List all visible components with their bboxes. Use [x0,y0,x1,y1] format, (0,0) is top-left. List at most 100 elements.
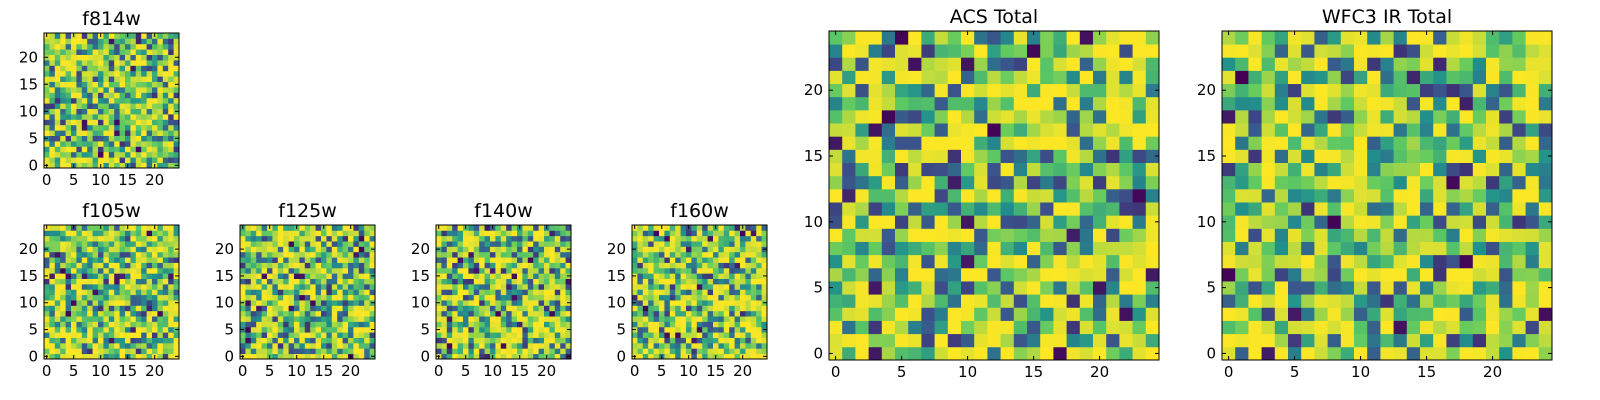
heatmap-cell [108,119,115,126]
heatmap-cell [103,251,110,258]
heatmap-cell [987,215,1001,229]
heatmap-cell [71,54,77,61]
heatmap-cell [240,257,246,263]
heatmap-cell [130,157,137,163]
heatmap-cell [961,254,975,269]
heatmap-cell [1274,109,1289,124]
heatmap-cell [173,251,180,258]
heatmap-cell [517,246,523,253]
heatmap-cell [1486,188,1500,203]
heatmap-cell [881,109,896,124]
heatmap-cell [740,348,746,355]
heatmap-cell [713,257,719,263]
heatmap-cell [304,342,311,349]
heatmap-cell [173,87,180,93]
heatmap-cell [130,108,137,115]
heatmap-cell [740,251,746,258]
heatmap-cell [1525,123,1540,137]
heatmap-cell [908,294,922,308]
heatmap-cell [369,289,376,296]
heatmap-cell [250,225,257,231]
heatmap-cell [490,342,496,349]
heatmap-cell [473,257,480,263]
heatmap-cell [538,310,545,317]
heatmap-cell [65,262,72,269]
heatmap-cell [92,38,99,45]
heatmap-cell [81,326,88,333]
heatmap-cell [696,262,703,269]
heatmap-cell [353,305,360,312]
heatmap-cell [881,149,896,163]
heatmap-cell [1222,333,1236,348]
heatmap-cell [632,310,638,317]
heatmap-cell [125,278,131,285]
heatmap-cell [750,353,757,360]
heatmap-cell [908,281,922,295]
heatmap-cell [60,283,66,290]
heatmap-cell [1367,175,1381,190]
heatmap-cell [1066,83,1081,98]
heatmap-cell [490,348,496,355]
heatmap-cell [565,230,572,237]
heatmap-cell [934,149,949,163]
heatmap-cell [342,353,349,360]
heatmap-cell [1145,333,1160,348]
heatmap-cell [745,300,752,306]
heatmap-cell [436,332,442,338]
heatmap-cell [364,257,370,263]
heatmap-cell [162,157,169,163]
heatmap-cell [446,235,453,242]
heatmap-cell [81,235,88,242]
heatmap-cell [533,305,539,312]
heatmap-cell [921,123,935,137]
heatmap-cell [1119,83,1133,98]
heatmap-cell [707,230,714,237]
heatmap-cell [565,332,572,338]
heatmap-cell [881,31,896,45]
heatmap-cell [1538,188,1553,203]
heatmap-cell [947,307,962,321]
heatmap-cell [675,267,681,274]
heatmap-cell [446,273,453,279]
heatmap-cell [65,141,72,147]
heatmap-cell [468,278,475,285]
heatmap-cell [961,136,975,150]
heatmap-cell [125,251,131,258]
heatmap-cell [245,321,252,328]
heatmap-cell [114,353,120,360]
heatmap-cell [135,332,142,338]
heatmap-cell [446,300,453,306]
heatmap-cell [348,278,354,285]
heatmap-cell [267,310,273,317]
heatmap-cell [745,246,752,253]
heatmap-cell [103,342,110,349]
heatmap-cell [680,278,687,285]
heatmap-cell [1380,109,1394,124]
heatmap-cell [364,326,370,333]
heatmap-cell [648,310,654,317]
heatmap-cell [756,257,762,263]
heatmap-cell [560,278,566,285]
heatmap-cell [457,348,464,355]
heatmap-cell [648,289,654,296]
heatmap-cell [250,348,257,355]
heatmap-cell [98,103,104,109]
heatmap-cell [560,273,566,279]
heatmap-cell [452,278,458,285]
heatmap-cell [277,235,284,242]
heatmap-cell [490,310,496,317]
heatmap-cell [1380,57,1394,71]
heatmap-cell [1288,202,1302,216]
heatmap-cell [669,273,676,279]
heatmap-cell [702,305,708,312]
heatmap-cell [152,97,158,104]
heatmap-cell [44,114,50,120]
heatmap-cell [71,337,77,344]
heatmap-cell [108,337,115,344]
heatmap-cell [1040,320,1054,335]
heatmap-cell [1380,83,1394,98]
heatmap-cell [162,326,169,333]
heatmap-cell [1248,83,1262,98]
heatmap-cell [642,316,649,322]
heatmap-cell [723,262,730,269]
